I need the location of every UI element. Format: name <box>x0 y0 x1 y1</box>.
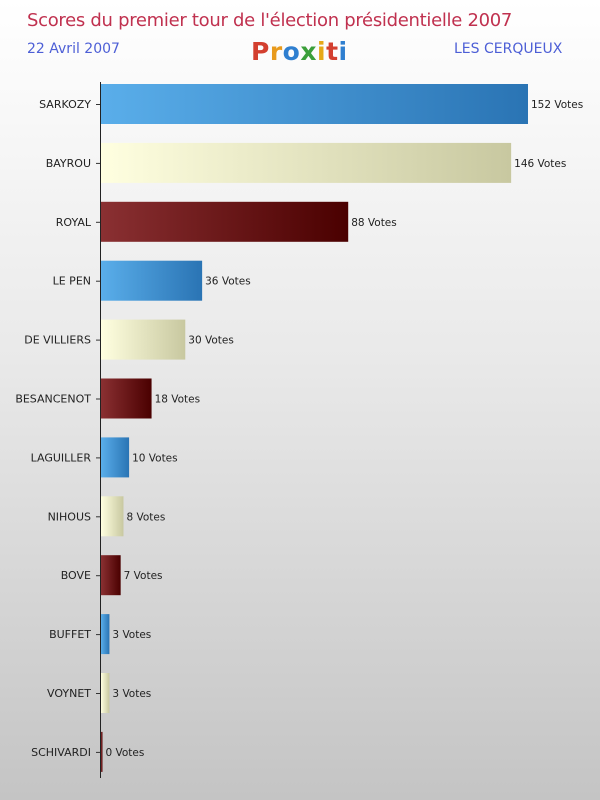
category-label-le-pen: LE PEN <box>53 275 91 288</box>
bar-laguiller[interactable] <box>101 437 130 478</box>
value-label-bayrou: 146 Votes <box>514 158 566 170</box>
logo-letter: x <box>300 37 317 66</box>
bar-bove[interactable] <box>101 555 121 596</box>
bar-schivardi[interactable] <box>101 731 103 772</box>
value-label-schivardi: 0 Votes <box>106 747 145 759</box>
logo-letter: o <box>282 37 301 66</box>
value-label-sarkozy: 152 Votes <box>531 99 583 111</box>
commune-name: LES CERQUEUX <box>454 41 563 57</box>
election-date: 22 Avril 2007 <box>27 41 120 57</box>
category-label-schivardi: SCHIVARDI <box>31 746 91 759</box>
category-label-bayrou: BAYROU <box>46 157 91 170</box>
category-label-bove: BOVE <box>61 569 91 582</box>
category-label-sarkozy: SARKOZY <box>39 98 91 111</box>
value-label-buffet: 3 Votes <box>112 629 151 641</box>
logo-letter: P <box>251 37 270 66</box>
category-label-voynet: VOYNET <box>47 687 91 700</box>
category-label-besancenot: BESANCENOT <box>15 393 91 406</box>
value-label-laguiller: 10 Votes <box>132 452 178 464</box>
bar-nihous[interactable] <box>101 496 124 537</box>
bar-besancenot[interactable] <box>101 378 152 419</box>
bar-royal[interactable] <box>101 201 349 242</box>
bar-bayrou[interactable] <box>101 142 512 183</box>
value-label-le-pen: 36 Votes <box>205 276 251 288</box>
category-label-royal: ROYAL <box>56 216 92 229</box>
logo-letter: i <box>338 37 348 66</box>
bar-de-villiers[interactable] <box>101 319 186 360</box>
category-label-de-villiers: DE VILLIERS <box>24 334 91 347</box>
logo-letter: i <box>317 37 327 66</box>
category-label-buffet: BUFFET <box>49 628 91 641</box>
chart-title: Scores du premier tour de l'élection pré… <box>27 10 513 31</box>
value-label-nihous: 8 Votes <box>126 511 165 523</box>
value-label-bove: 7 Votes <box>124 570 163 582</box>
value-label-besancenot: 18 Votes <box>155 394 201 406</box>
value-label-de-villiers: 30 Votes <box>188 335 234 347</box>
logo-letter: t <box>326 37 339 66</box>
bar-buffet[interactable] <box>101 614 110 655</box>
logo-letter: r <box>269 37 283 66</box>
bar-le-pen[interactable] <box>101 260 203 301</box>
value-label-royal: 88 Votes <box>351 217 397 229</box>
category-label-laguiller: LAGUILLER <box>31 451 92 464</box>
value-label-voynet: 3 Votes <box>112 688 151 700</box>
bar-sarkozy[interactable] <box>101 84 528 124</box>
bar-voynet[interactable] <box>101 673 110 713</box>
category-label-nihous: NIHOUS <box>48 510 91 523</box>
proxiti-logo[interactable]: Proxiti <box>251 37 348 66</box>
